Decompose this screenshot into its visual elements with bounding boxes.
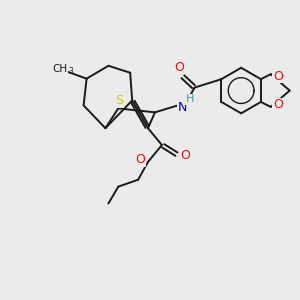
Text: CH: CH [52,64,68,74]
Text: 3: 3 [68,67,73,76]
Text: H: H [185,94,194,104]
Text: O: O [181,149,190,162]
Text: N: N [178,101,188,114]
Text: S: S [115,94,123,107]
Text: O: O [174,61,184,74]
Text: O: O [273,98,283,111]
Text: O: O [273,70,283,83]
Text: O: O [135,153,145,167]
